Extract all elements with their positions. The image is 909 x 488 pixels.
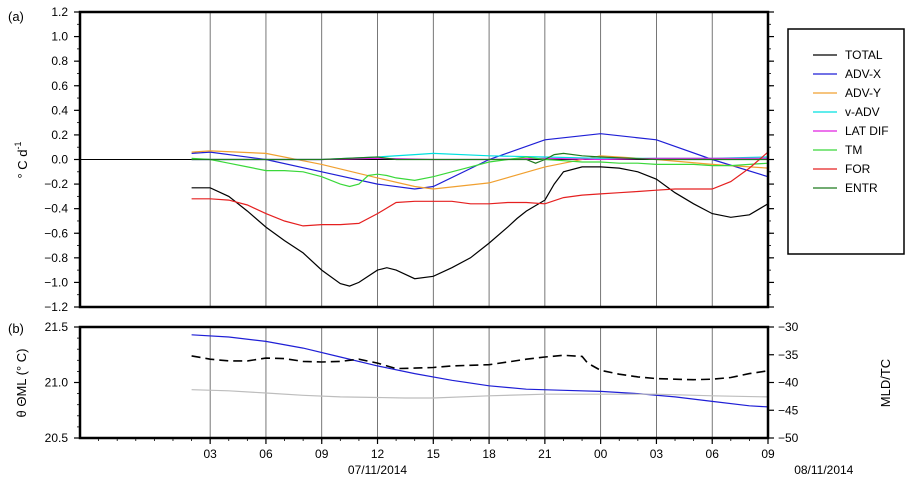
x-tick-label: 03 xyxy=(203,447,217,461)
series-line-adv-y xyxy=(191,150,769,190)
x-tick-label: 06 xyxy=(706,447,720,461)
x-tick-label: 03 xyxy=(650,447,664,461)
series-line-θml xyxy=(191,334,769,408)
y-tick-label-a: 0.6 xyxy=(51,79,68,93)
x-tick-label: 18 xyxy=(482,447,496,461)
y-tick-label-a: −0.4 xyxy=(44,202,68,216)
y-tick-label-b-left: 21.5 xyxy=(45,320,69,334)
panel-a-label: (a) xyxy=(8,9,24,24)
y-tick-label-a: −1.0 xyxy=(44,275,68,289)
y-tick-label-b-left: 21.0 xyxy=(45,376,69,390)
y-tick-label-a: 0.8 xyxy=(51,54,68,68)
legend-entry-label: ADV-X xyxy=(845,67,881,81)
panel-b-gridlines xyxy=(209,327,769,438)
x-axis-ticks: 03 06 09 12 15 18 21 00 03 06 09 07/11/2014 08/11/20… xyxy=(98,438,854,477)
series-line-mld xyxy=(191,354,769,381)
y-tick-label-a: −0.8 xyxy=(44,251,68,265)
panel-a-ylabel: ° C d-1 xyxy=(13,141,30,178)
y-tick-label-a: −0.2 xyxy=(44,177,68,191)
y-tick-label-b-right: −35 xyxy=(778,348,799,362)
legend-entry-label: FOR xyxy=(845,162,871,176)
legend-entry-label: ENTR xyxy=(845,181,878,195)
panel-a-ylabel-main: ° C d xyxy=(15,149,30,178)
panel-a-ylabel-sup: -1 xyxy=(13,141,23,149)
y-tick-label-a: 0.2 xyxy=(51,128,68,142)
y-tick-label-a: −0.6 xyxy=(44,226,68,240)
y-tick-label-b-right: −45 xyxy=(778,403,799,417)
series-line-entr xyxy=(191,152,768,164)
series-line-tm xyxy=(191,156,769,188)
legend-entry-label: TM xyxy=(845,143,862,157)
legend-entry-label: LAT DIF xyxy=(845,124,889,138)
y-tick-label-a: 1.2 xyxy=(51,5,68,19)
y-tick-label-b-right: −30 xyxy=(778,320,799,334)
y-tick-label-b-right: −40 xyxy=(778,376,799,390)
x-date-label: 08/11/2014 xyxy=(794,463,853,477)
x-tick-label: 15 xyxy=(427,447,441,461)
panel-b-series xyxy=(191,334,769,408)
legend: TOTAL ADV-X ADV-Y v-ADV LAT DIF TM FOR ENTR xyxy=(787,28,905,255)
x-tick-label: 09 xyxy=(761,447,775,461)
legend-entry-label: v-ADV xyxy=(845,105,880,119)
y-tick-label-a: 0.0 xyxy=(51,153,68,167)
x-tick-label: 21 xyxy=(538,447,552,461)
panel-b-ylabel-right: MLD/TC xyxy=(878,359,893,407)
legend-box xyxy=(787,28,905,255)
panel-b-ylabel-left: θ ΘML (° C) xyxy=(14,349,29,418)
panel-a: (a) ° C d-1 1.2 1.0 0.8 0.6 0.4 0.2 0.0 −0.2 −0.… xyxy=(8,5,774,314)
y-tick-label-a: 1.0 xyxy=(51,30,68,44)
series-line-total xyxy=(191,166,769,287)
x-tick-label: 00 xyxy=(594,447,608,461)
legend-entry-label: TOTAL xyxy=(845,48,883,62)
legend-entry-label: ADV-Y xyxy=(845,86,881,100)
y-tick-label-b-right: −50 xyxy=(778,431,799,445)
panel-b-frame xyxy=(78,325,770,440)
panel-b-yticks: 21.5 21.0 20.5 −30 −35 −40 −45 −50 xyxy=(45,320,799,445)
y-tick-label-b-left: 20.5 xyxy=(45,431,69,445)
panel-b: (b) θ ΘML (° C) MLD/TC 21.5 21.0 20.5 −30 −3… xyxy=(8,320,893,477)
series-line-tc xyxy=(191,389,769,399)
x-date-label: 07/11/2014 xyxy=(348,463,407,477)
x-tick-label: 09 xyxy=(315,447,329,461)
y-tick-label-a: −1.2 xyxy=(44,300,68,314)
panel-a-series xyxy=(191,133,769,287)
panel-b-label: (b) xyxy=(8,321,24,336)
series-line-for xyxy=(191,151,769,227)
panel-a-yticks: 1.2 1.0 0.8 0.6 0.4 0.2 0.0 −0.2 −0.4 −0.6 −0.8 −1.… xyxy=(44,5,774,314)
x-tick-label: 12 xyxy=(371,447,385,461)
y-tick-label-a: 0.4 xyxy=(51,103,68,117)
x-tick-label: 06 xyxy=(259,447,273,461)
